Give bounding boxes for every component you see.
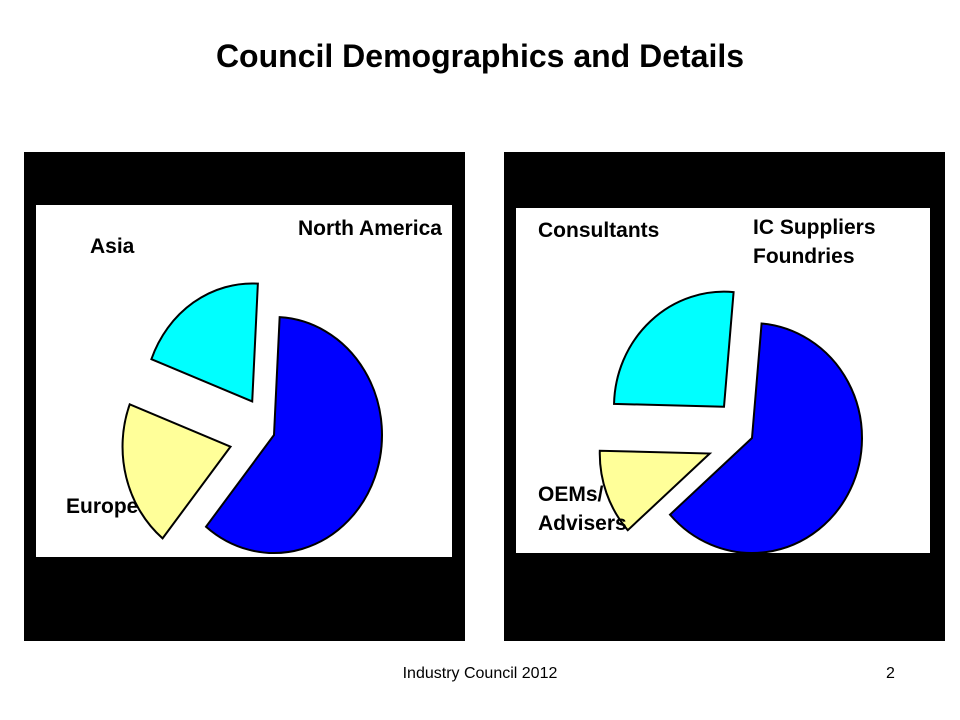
page-number: 2 [886,665,895,682]
pie-slice-consultants [613,290,735,408]
slice-label-consultants: Consultants [538,219,660,242]
region-pie-chart [121,282,383,554]
slice-label-ic-suppliers: IC Suppliers Foundries [753,216,876,268]
page-title: Council Demographics and Details [215,38,745,74]
slice-label-asia: Asia [90,235,135,258]
pie-slice-asia [150,282,259,403]
slice-label-oems: OEMs/ Advisers [538,483,627,535]
chart-panel-membership: IC Suppliers Foundries OEMs/ Advisers Co… [504,152,945,641]
slice-label-europe: Europe [66,495,139,518]
chart-panel-region: North America Europe Asia [24,152,465,641]
pie-slice-ic-suppliers-foundries [668,322,863,554]
plot-area-membership: IC Suppliers Foundries OEMs/ Advisers Co… [516,208,930,554]
membership-pie-chart [598,290,863,554]
pie-slice-europe [121,403,233,540]
pie-slice-oems-advisers [598,449,713,532]
footer-text: Industry Council 2012 [402,665,558,682]
pie-slice-north-america [204,316,383,554]
slice-label-north-america: North America [298,217,442,240]
plot-area-region: North America Europe Asia [36,205,452,557]
